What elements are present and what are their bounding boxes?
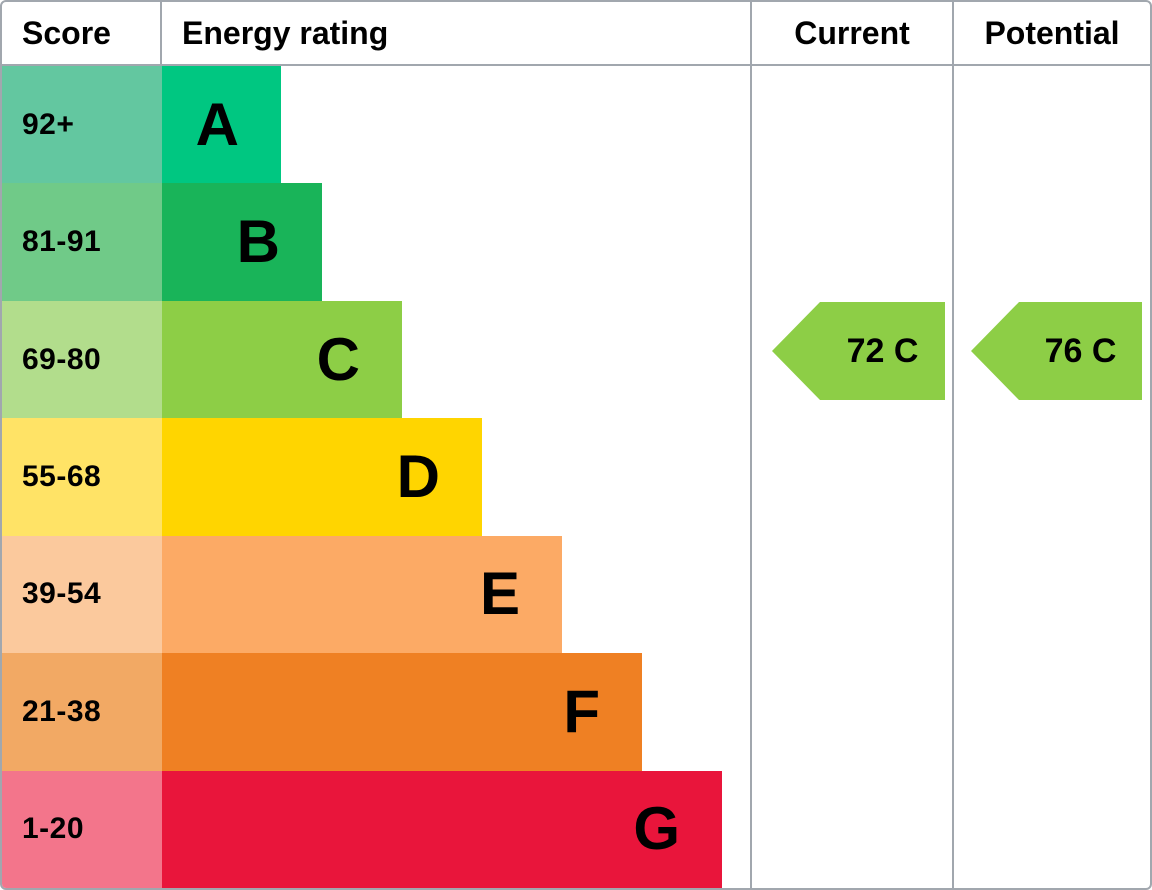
header-energy-rating: Energy rating [162, 2, 750, 66]
header-score: Score [2, 2, 162, 66]
current-arrow: 72 C [772, 302, 945, 400]
header-potential: Potential [952, 2, 1150, 66]
band-score-cell: 81-91 [2, 183, 162, 301]
band-bar: A [162, 66, 281, 184]
band-bar: G [162, 770, 722, 888]
header-current: Current [750, 2, 952, 66]
band-score-cell: 21-38 [2, 653, 162, 771]
band-rows: 92+ A 81-91 B 69-80 C 55-68 D 39-54 E 21… [2, 66, 750, 888]
band-row-b: 81-91 B [2, 183, 750, 301]
band-score-cell: 55-68 [2, 418, 162, 536]
band-bar: D [162, 418, 482, 536]
band-row-f: 21-38 F [2, 653, 750, 771]
band-bar: B [162, 183, 322, 301]
band-row-a: 92+ A [2, 66, 750, 184]
band-bar: C [162, 300, 402, 419]
potential-column: 76 C [952, 66, 1150, 888]
potential-arrow: 76 C [971, 302, 1142, 400]
band-row-c: 69-80 C [2, 300, 750, 419]
band-bar: F [162, 653, 642, 771]
current-column: 72 C [750, 66, 952, 888]
band-score-cell: 1-20 [2, 770, 162, 888]
band-row-g: 1-20 G [2, 770, 750, 888]
band-row-d: 55-68 D [2, 418, 750, 536]
band-score-cell: 39-54 [2, 535, 162, 654]
band-score-cell: 69-80 [2, 300, 162, 419]
band-bar: E [162, 535, 562, 654]
band-score-cell: 92+ [2, 66, 162, 184]
band-row-e: 39-54 E [2, 535, 750, 654]
